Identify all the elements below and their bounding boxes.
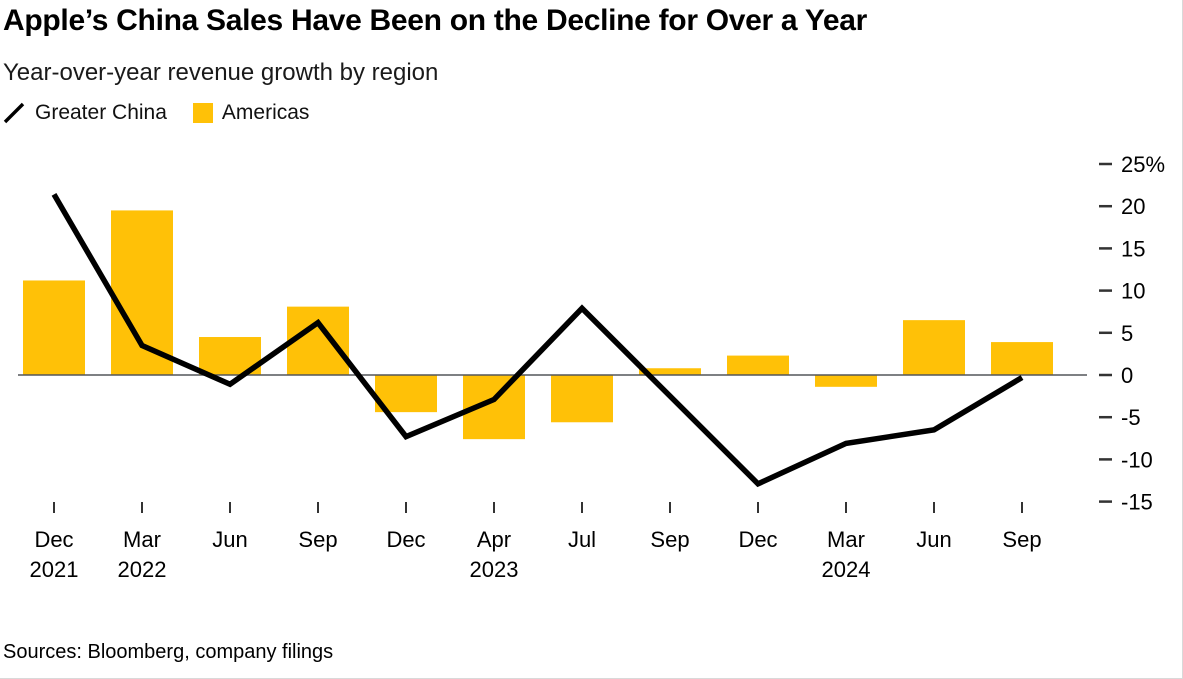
x-tick-label-year: 2021 bbox=[30, 557, 79, 582]
x-tick-label-month: Jun bbox=[916, 527, 951, 552]
americas-bar bbox=[287, 306, 349, 375]
y-tick-label: 10 bbox=[1121, 279, 1145, 304]
americas-bar bbox=[639, 368, 701, 375]
y-tick-label: -5 bbox=[1121, 405, 1141, 430]
x-tick-label-month: Sep bbox=[298, 527, 337, 552]
americas-bar bbox=[815, 375, 877, 387]
x-tick-label-month: Jul bbox=[568, 527, 596, 552]
x-tick-label-month: Apr bbox=[477, 527, 511, 552]
x-tick-label-month: Sep bbox=[1002, 527, 1041, 552]
legend-label-greater-china: Greater China bbox=[35, 101, 167, 124]
x-tick-label-month: Mar bbox=[827, 527, 865, 552]
page-title: Apple’s China Sales Have Been on the Dec… bbox=[3, 4, 868, 37]
americas-bar bbox=[727, 355, 789, 375]
x-tick-label-month: Jun bbox=[212, 527, 247, 552]
x-tick-label-month: Dec bbox=[386, 527, 425, 552]
legend: Greater China Americas bbox=[2, 101, 309, 125]
americas-bar bbox=[551, 375, 613, 423]
americas-bar bbox=[111, 210, 173, 375]
americas-bar bbox=[903, 320, 965, 375]
y-tick-label: -15 bbox=[1121, 490, 1153, 515]
y-tick-label: 0 bbox=[1121, 363, 1133, 388]
chart-subtitle: Year-over-year revenue growth by region bbox=[3, 59, 439, 86]
sources-note: Sources: Bloomberg, company filings bbox=[3, 641, 334, 663]
x-tick-label-month: Mar bbox=[123, 527, 161, 552]
y-tick-label: -10 bbox=[1121, 447, 1153, 472]
y-tick-label: 20 bbox=[1121, 194, 1145, 219]
americas-bar bbox=[991, 342, 1053, 375]
legend-item-americas: Americas bbox=[192, 101, 310, 125]
x-tick-label-month: Dec bbox=[738, 527, 777, 552]
y-tick-label: 15 bbox=[1121, 236, 1145, 261]
x-tick-label-month: Sep bbox=[650, 527, 689, 552]
legend-item-greater-china: Greater China bbox=[2, 101, 167, 125]
x-tick-label-year: 2022 bbox=[118, 557, 167, 582]
greater-china-line bbox=[51, 192, 1024, 488]
americas-bar bbox=[23, 280, 85, 375]
legend-label-americas: Americas bbox=[221, 101, 310, 124]
y-tick-label: 5 bbox=[1121, 321, 1133, 346]
diagonal-line-icon bbox=[3, 102, 25, 124]
y-tick-label: 25% bbox=[1121, 152, 1165, 177]
x-tick-label-month: Dec bbox=[34, 527, 73, 552]
square-swatch-icon bbox=[192, 103, 213, 123]
x-tick-label-year: 2023 bbox=[470, 557, 519, 582]
x-tick-label-year: 2024 bbox=[822, 557, 871, 582]
